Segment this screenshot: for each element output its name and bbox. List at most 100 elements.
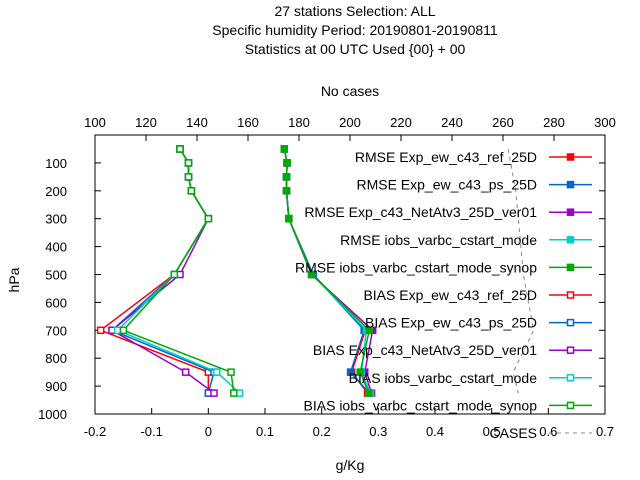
legend-item: RMSE iobs_varbc_cstart_mode	[340, 232, 592, 248]
data-point	[346, 368, 355, 376]
legend-label: BIAS Exp_ew_c43_ref_25D	[363, 287, 537, 303]
x-tick-label: 0.4	[426, 424, 444, 439]
x-tick-label: 0.6	[539, 424, 557, 439]
legend-label: BIAS Exp_ew_c43_ps_25D	[365, 315, 537, 331]
data-point	[170, 270, 179, 279]
data-point	[119, 326, 128, 335]
legend-swatch-marker	[566, 236, 575, 244]
data-point	[364, 389, 373, 397]
x-tick-label: 0.2	[313, 424, 331, 439]
x2-tick-label: 300	[594, 115, 616, 130]
x2-tick-label: 220	[390, 115, 412, 130]
legend-item: BIAS Exp_c43_NetAtv3_25D_ver01	[313, 342, 592, 358]
y-tick-label: 1000	[38, 407, 67, 422]
title-line-2: Specific humidity Period: 20190801-20190…	[212, 22, 498, 38]
legend-item: RMSE Exp_c43_NetAtv3_25D_ver01	[304, 204, 592, 220]
x-tick-label: 0.7	[596, 424, 614, 439]
legend-swatch-marker	[566, 291, 575, 299]
x2-tick-label: 180	[288, 115, 310, 130]
legend-item: RMSE Exp_ew_c43_ps_25D	[356, 177, 592, 193]
legend-label: RMSE iobs_varbc_cstart_mode	[340, 232, 537, 248]
data-point	[227, 368, 235, 376]
series-4	[280, 145, 374, 397]
x2-tick-label: 100	[84, 115, 106, 130]
data-point	[184, 173, 193, 181]
legend-label: BIAS iobs_varbc_cstart_mode_synop	[304, 397, 538, 413]
data-point	[365, 326, 374, 335]
x-tick-label: -0.1	[140, 424, 162, 439]
data-point	[181, 368, 190, 376]
x2-tick-label: 120	[135, 115, 157, 130]
y-tick-label: 100	[45, 156, 67, 171]
legend-item: CASES	[490, 425, 592, 441]
data-point	[213, 368, 221, 376]
series-7	[108, 145, 218, 397]
y-axis-label: hPa	[6, 267, 22, 292]
data-point	[230, 389, 238, 397]
data-point	[187, 187, 196, 195]
data-point	[210, 389, 218, 397]
x2-tick-label: 200	[339, 115, 361, 130]
data-point	[184, 159, 193, 167]
x-tick-label: 0.1	[256, 424, 274, 439]
legend-label: CASES	[490, 425, 537, 441]
title-line-1: 27 stations Selection: ALL	[274, 3, 435, 19]
series-layer	[96, 145, 535, 397]
legend-label: RMSE Exp_ew_c43_ps_25D	[356, 177, 537, 193]
data-point	[282, 187, 291, 195]
cases-line	[507, 148, 535, 394]
legend-swatch-marker	[566, 401, 575, 410]
data-point	[176, 145, 184, 153]
x2-tick-label: 280	[543, 115, 565, 130]
legend: RMSE Exp_ew_c43_ref_25D RMSE Exp_ew_c43_p…	[295, 149, 592, 441]
legend-label: BIAS Exp_c43_NetAtv3_25D_ver01	[313, 342, 537, 358]
x-tick-label: 0.3	[369, 424, 387, 439]
data-point	[283, 159, 291, 167]
data-point	[356, 368, 364, 376]
legend-swatch-marker	[566, 208, 575, 216]
legend-swatch-marker	[566, 180, 575, 189]
legend-item: BIAS Exp_ew_c43_ps_25D	[365, 315, 592, 331]
data-point	[280, 145, 289, 153]
legend-item: BIAS Exp_ew_c43_ref_25D	[363, 287, 592, 303]
y-tick-label: 700	[45, 323, 67, 338]
x2-axis-label: No cases	[321, 83, 379, 99]
legend-label: BIAS iobs_varbc_cstart_mode	[349, 370, 538, 386]
legend-swatch-marker	[566, 374, 575, 382]
legend-label: RMSE Exp_ew_c43_ref_25D	[355, 149, 537, 165]
legend-swatch-marker	[566, 263, 575, 272]
data-point	[308, 270, 316, 279]
x2-tick-label: 160	[237, 115, 259, 130]
series-line	[110, 148, 215, 394]
x2-tick-label: 260	[492, 115, 514, 130]
series-9	[119, 145, 238, 397]
legend-label: RMSE Exp_c43_NetAtv3_25D_ver01	[304, 204, 537, 220]
y-tick-label: 900	[45, 379, 67, 394]
legend-item: RMSE iobs_varbc_cstart_mode_synop	[295, 259, 592, 275]
data-point	[285, 214, 293, 223]
x2-tick-label: 140	[186, 115, 208, 130]
y-tick-label: 800	[45, 351, 67, 366]
x-tick-label: -0.2	[84, 424, 106, 439]
x2-tick-label: 240	[441, 115, 463, 130]
legend-label: RMSE iobs_varbc_cstart_mode_synop	[295, 259, 537, 275]
y-tick-label: 300	[45, 212, 67, 227]
chart-title: 27 stations Selection: ALL Specific humi…	[212, 3, 498, 57]
legend-item: BIAS iobs_varbc_cstart_mode_synop	[304, 397, 592, 413]
legend-item: RMSE Exp_ew_c43_ref_25D	[355, 149, 592, 165]
axis-ticks: -0.2 -0.1 0 0.1 0.2 0.3 0.4 0.5 0.6 0.7 100 120 140 1…	[38, 115, 616, 439]
legend-item: BIAS iobs_varbc_cstart_mode	[349, 370, 592, 386]
data-point	[204, 214, 213, 223]
data-point	[96, 326, 105, 335]
x-tick-label: 0.5	[483, 424, 501, 439]
y-tick-label: 400	[45, 240, 67, 255]
y-tick-label: 500	[45, 268, 67, 283]
series-line	[110, 148, 215, 394]
data-point	[282, 173, 291, 181]
y-tick-label: 600	[45, 295, 67, 310]
y-tick-label: 200	[45, 184, 67, 199]
title-line-3: Statistics at 00 UTC Used {00} + 00	[245, 41, 466, 57]
legend-swatch-marker	[566, 346, 575, 354]
